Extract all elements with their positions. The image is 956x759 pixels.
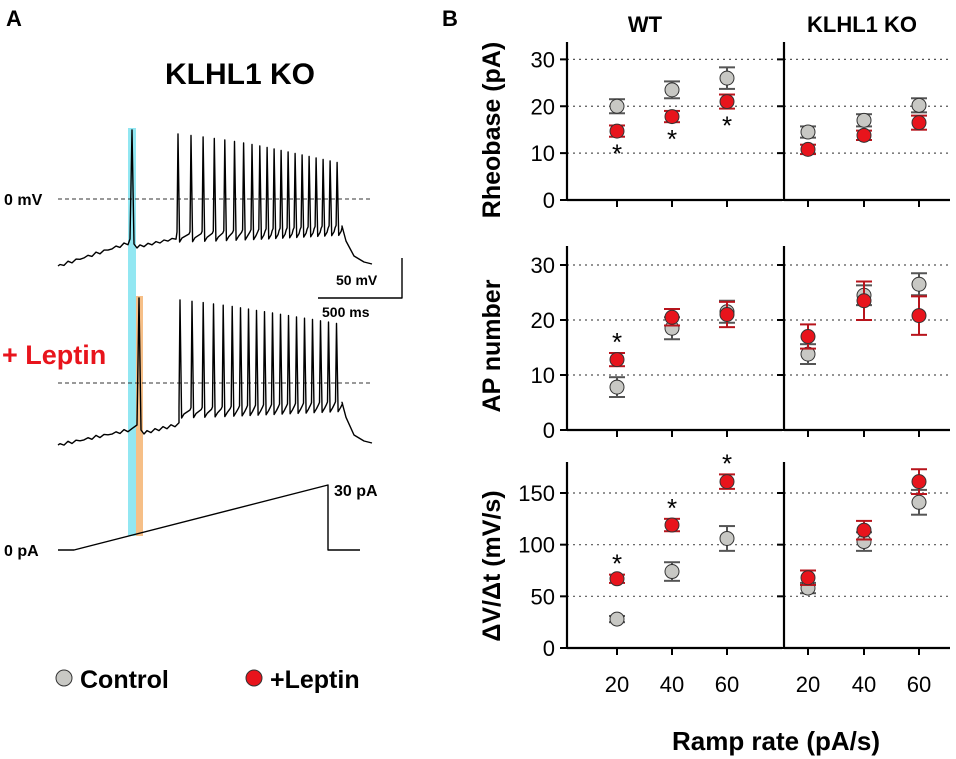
x-tick-label: 40: [852, 672, 876, 697]
significance-marker: *: [667, 493, 677, 523]
panel-a-label: A: [6, 6, 22, 31]
control-point: [856, 112, 872, 128]
dvdt-axis-title: ΔV/Δt (mV/s): [478, 490, 506, 641]
x-tick-label: 20: [796, 672, 820, 697]
plot-rheobase-wt: 0 10 20 30 * * *: [531, 42, 782, 213]
significance-marker: *: [612, 139, 622, 169]
leptin-point: [609, 571, 625, 587]
current-end-label: 30 pA: [334, 483, 378, 500]
leptin-point: [609, 352, 625, 368]
column-title-ko: KLHL1 KO: [807, 12, 917, 37]
significance-marker: *: [612, 327, 622, 357]
y-tick-label: 20: [531, 308, 555, 333]
column-title-wt: WT: [628, 12, 663, 37]
leptin-point: [609, 123, 625, 139]
panel-b: B WT KLHL1 KO Rheobase (pA) AP number ΔV…: [442, 6, 950, 756]
significance-marker: *: [722, 111, 732, 141]
leptin-point: [856, 293, 872, 309]
y-tick-label: 0: [543, 636, 555, 661]
zero-mv-label: 0 mV: [4, 192, 43, 209]
plot-ap-wt: 0 10 20 30 *: [531, 246, 782, 443]
leptin-point: [719, 474, 735, 490]
legend-control-marker: [55, 669, 73, 687]
leptin-point: [911, 115, 927, 131]
y-tick-label: 0: [543, 418, 555, 443]
scale-ms-label: 500 ms: [322, 304, 370, 320]
leptin-point: [800, 141, 816, 157]
control-point: [719, 70, 735, 86]
panel-a-title: KLHL1 KO: [165, 58, 315, 91]
leptin-point: [664, 517, 680, 533]
x-tick-label: 20: [605, 672, 629, 697]
plot-ap-ko: [777, 246, 950, 437]
leptin-condition-label: + Leptin: [2, 340, 106, 370]
control-point: [800, 124, 816, 140]
significance-marker: *: [667, 124, 677, 154]
legend-leptin-label: +Leptin: [270, 666, 360, 694]
leptin-point: [664, 309, 680, 325]
ap-axis-title: AP number: [478, 279, 506, 412]
control-voltage-trace: [57, 129, 373, 267]
leptin-point: [911, 308, 927, 324]
panel-a: A KLHL1 KO 0 mV 50 mV 500 ms + Leptin 0 …: [2, 6, 403, 560]
significance-marker: *: [612, 549, 622, 579]
leptin-voltage-trace: [57, 297, 373, 446]
y-tick-label: 50: [531, 584, 555, 609]
legend: Control +Leptin: [55, 666, 360, 694]
plot-dvdt-ko: 20 40 60: [777, 462, 950, 697]
control-point: [911, 97, 927, 113]
y-tick-label: 20: [531, 94, 555, 119]
current-start-label: 0 pA: [4, 543, 39, 560]
control-point: [911, 276, 927, 292]
y-tick-label: 0: [543, 188, 555, 213]
leptin-threshold-highlight: [136, 296, 143, 536]
x-tick-label: 60: [715, 672, 739, 697]
y-tick-label: 30: [531, 47, 555, 72]
plot-grid: 0 10 20 30 * * * 0 10 20 30 * 0 50 100 150 20 40 60 * * * 20 40…: [518, 42, 950, 697]
leptin-point: [664, 109, 680, 125]
y-tick-label: 100: [518, 533, 555, 558]
y-tick-label: 30: [531, 253, 555, 278]
leptin-point: [911, 474, 927, 490]
y-tick-label: 10: [531, 141, 555, 166]
y-tick-label: 150: [518, 481, 555, 506]
scale-bar: [318, 258, 403, 299]
x-tick-label: 40: [660, 672, 684, 697]
control-point: [911, 494, 927, 510]
control-point: [609, 379, 625, 395]
leptin-point: [800, 570, 816, 586]
x-axis-title: Ramp rate (pA/s): [672, 726, 880, 756]
rheobase-axis-title: Rheobase (pA): [478, 42, 506, 218]
leptin-point: [719, 94, 735, 110]
legend-leptin-marker: [245, 669, 263, 687]
scale-mv-label: 50 mV: [336, 272, 378, 288]
leptin-point: [856, 127, 872, 143]
control-point: [609, 611, 625, 627]
control-point: [664, 564, 680, 580]
plot-rheobase-ko: [777, 42, 950, 207]
x-tick-label: 60: [907, 672, 931, 697]
significance-marker: *: [722, 448, 732, 478]
leptin-point: [719, 307, 735, 322]
plot-dvdt-wt: 0 50 100 150 20 40 60 * * *: [518, 448, 782, 697]
control-threshold-highlight: [128, 128, 136, 536]
control-point: [609, 98, 625, 114]
panel-b-label: B: [442, 6, 458, 31]
control-point: [664, 82, 680, 98]
legend-control-label: Control: [80, 666, 169, 694]
leptin-point: [800, 329, 816, 344]
current-ramp-trace: [58, 484, 360, 551]
leptin-point: [856, 522, 872, 538]
control-point: [719, 530, 735, 546]
y-tick-label: 10: [531, 363, 555, 388]
